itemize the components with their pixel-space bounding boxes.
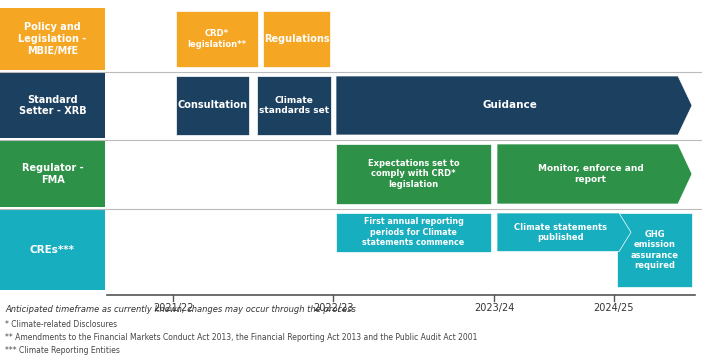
FancyBboxPatch shape <box>0 8 105 70</box>
Text: Monitor, enforce and
report: Monitor, enforce and report <box>538 164 643 184</box>
Text: First annual reporting
periods for Climate
statements commence: First annual reporting periods for Clima… <box>362 218 465 247</box>
Text: Standard
Setter - XRB: Standard Setter - XRB <box>19 95 86 116</box>
FancyBboxPatch shape <box>176 11 258 67</box>
Text: * Climate-related Disclosures: * Climate-related Disclosures <box>5 320 117 329</box>
Text: Anticipated timeframe as currently known, changes may occur through the process: Anticipated timeframe as currently known… <box>5 305 356 314</box>
Text: Climate
standards set: Climate standards set <box>259 96 329 115</box>
Text: 2024/25: 2024/25 <box>594 303 634 313</box>
FancyBboxPatch shape <box>0 210 105 290</box>
Text: 2022/23: 2022/23 <box>313 303 353 313</box>
FancyBboxPatch shape <box>0 73 105 138</box>
Text: *** Climate Reporting Entities: *** Climate Reporting Entities <box>5 346 120 355</box>
FancyBboxPatch shape <box>336 144 491 204</box>
Polygon shape <box>497 144 692 204</box>
Text: Regulator -
FMA: Regulator - FMA <box>22 163 84 185</box>
Text: Consultation: Consultation <box>178 101 248 111</box>
Text: 2023/24: 2023/24 <box>474 303 514 313</box>
FancyBboxPatch shape <box>263 11 330 67</box>
Polygon shape <box>497 213 631 252</box>
Text: Regulations: Regulations <box>264 34 329 44</box>
FancyBboxPatch shape <box>257 76 331 135</box>
FancyBboxPatch shape <box>0 141 105 207</box>
Text: Expectations set to
comply with CRD*
legislation: Expectations set to comply with CRD* leg… <box>368 159 459 189</box>
FancyBboxPatch shape <box>617 213 692 287</box>
Text: 2021/22: 2021/22 <box>153 303 193 313</box>
Text: Guidance: Guidance <box>482 101 538 111</box>
Polygon shape <box>336 76 692 135</box>
FancyBboxPatch shape <box>176 76 249 135</box>
FancyBboxPatch shape <box>336 213 491 252</box>
Text: Policy and
Legislation -
MBIE/MfE: Policy and Legislation - MBIE/MfE <box>18 22 86 56</box>
Text: ** Amendments to the Financial Markets Conduct Act 2013, the Financial Reporting: ** Amendments to the Financial Markets C… <box>5 333 477 342</box>
Text: Climate statements
published: Climate statements published <box>515 223 607 242</box>
Text: GHG
emission
assurance
required: GHG emission assurance required <box>630 230 679 270</box>
Text: CREs***: CREs*** <box>30 245 75 255</box>
Text: CRD*
legislation**: CRD* legislation** <box>187 29 246 49</box>
